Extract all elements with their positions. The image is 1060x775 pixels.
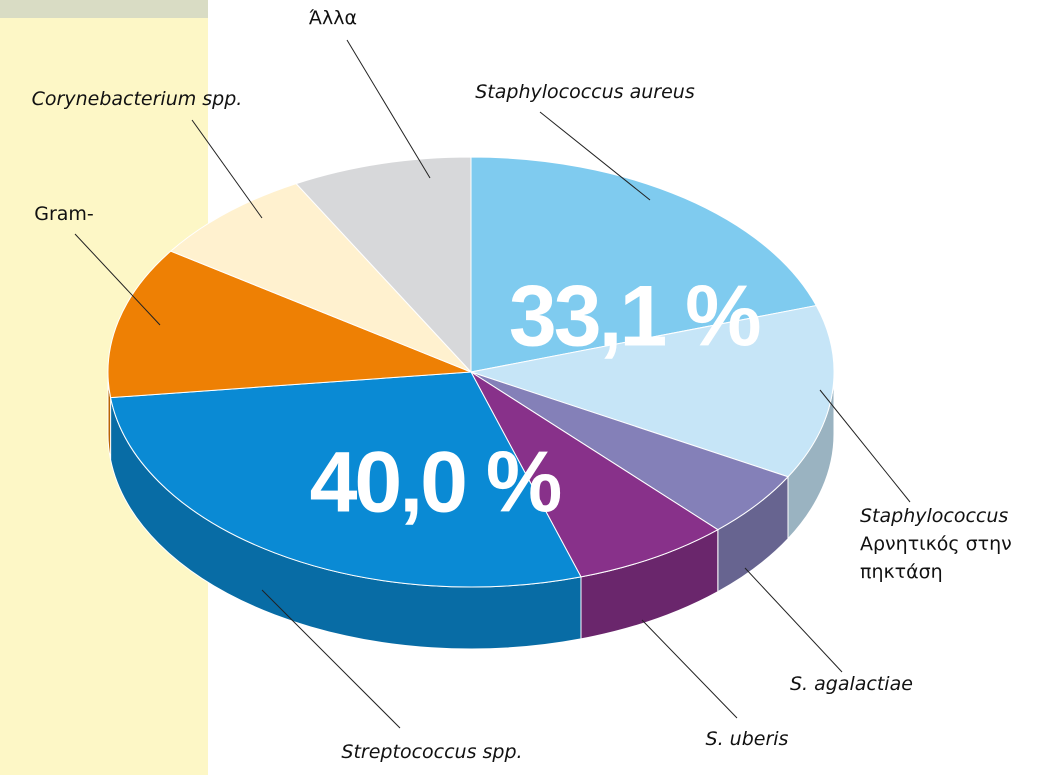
slice-label: Staphylococcus [860, 505, 1008, 527]
slice-label: Staphylococcus aureus [475, 81, 695, 103]
slice-label: Gram- [34, 203, 94, 225]
slice-label: S. uberis [706, 728, 789, 750]
slice-label: S. agalactiae [790, 673, 913, 695]
group-label: 33,1 % [509, 268, 760, 364]
leader-line [347, 40, 430, 178]
group-label: 40,0 % [310, 435, 561, 531]
slice-label: πηκτάση [860, 561, 943, 583]
leader-line [642, 620, 737, 718]
leader-line [745, 568, 842, 672]
slice-label: Άλλα [309, 7, 357, 29]
slice-label: Corynebacterium spp. [32, 88, 243, 110]
photo-strip [0, 0, 208, 18]
slice-label: Αρνητικός στην [860, 533, 1012, 555]
slice-label: Streptococcus spp. [341, 741, 522, 763]
chart: Staphylococcus aureus Staphylococcus Αρνητ… [0, 0, 1060, 775]
